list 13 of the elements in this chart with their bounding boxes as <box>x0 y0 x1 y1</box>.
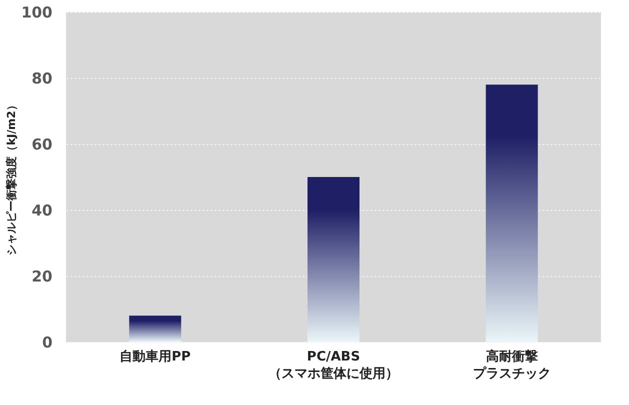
bar <box>308 177 360 342</box>
bar <box>486 84 538 342</box>
x-tick-label: 高耐衝撃プラスチック <box>472 348 551 382</box>
y-tick-label: 60 <box>32 136 52 154</box>
y-tick-label: 40 <box>32 202 52 220</box>
y-tick-label: 100 <box>21 4 52 22</box>
y-axis-title: シャルピー衝撃強度（kJ/m2） <box>5 100 18 256</box>
y-tick-label: 80 <box>32 70 52 88</box>
bar <box>129 316 182 342</box>
y-tick-label: 20 <box>32 268 52 286</box>
x-tick-label: 自動車用PP <box>120 350 191 364</box>
x-tick-label: PC/ABS（スマホ筐体に使用） <box>268 350 398 382</box>
y-tick-label: 0 <box>42 334 52 352</box>
